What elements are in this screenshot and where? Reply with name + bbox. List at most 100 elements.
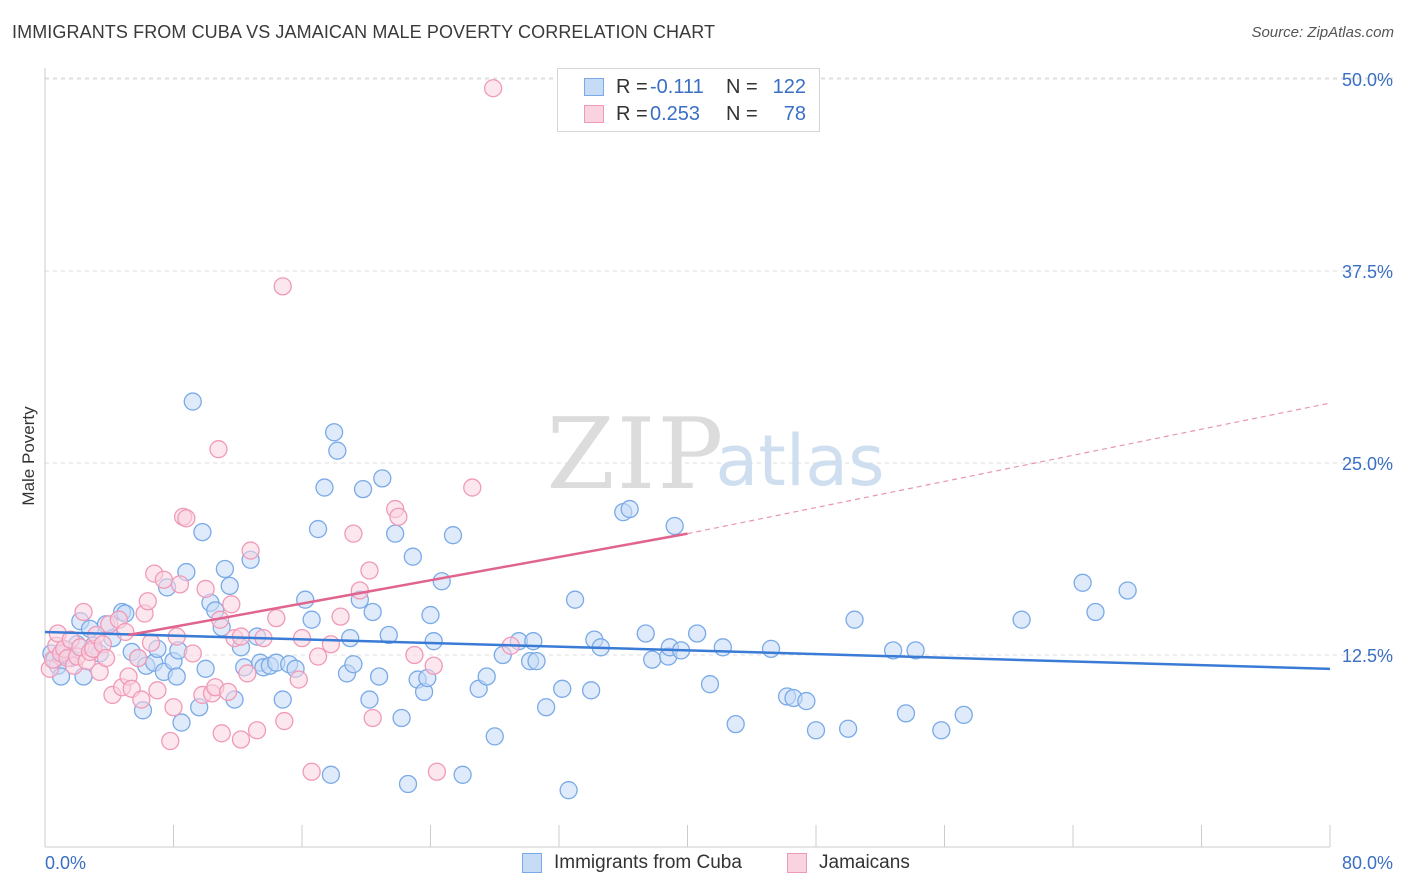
trend-line-jamaicans-extension (687, 402, 1331, 535)
legend-swatch-cuba (584, 78, 604, 96)
data-point-cuba (806, 721, 826, 740)
y-tick-label: 37.5% (1342, 262, 1393, 282)
y-tick-label: 50.0% (1342, 70, 1393, 90)
x-tick-label: 80.0% (1342, 853, 1393, 873)
data-point-jamaicans (350, 581, 369, 600)
bottom-legend-label-cuba: Immigrants from Cuba (554, 852, 742, 873)
data-point-cuba (1086, 602, 1105, 622)
data-point-cuba (1012, 610, 1031, 629)
legend-n-label: N = (726, 75, 758, 98)
data-point-cuba (302, 610, 321, 629)
data-point-jamaicans (483, 79, 503, 98)
data-point-jamaicans (129, 648, 148, 668)
data-point-cuba (315, 478, 334, 497)
data-point-cuba (537, 698, 556, 717)
data-point-cuba (196, 659, 215, 678)
data-point-cuba (643, 650, 662, 669)
data-point-cuba (421, 605, 440, 625)
x-tick-label: 0.0% (45, 853, 86, 873)
data-point-cuba (193, 522, 212, 542)
data-point-cuba (485, 727, 504, 746)
data-point-jamaicans (170, 575, 190, 594)
data-point-cuba (403, 547, 422, 566)
data-point-cuba (373, 469, 392, 488)
bottom-legend-jamaicans: Jamaicans (787, 852, 910, 874)
data-point-cuba (761, 639, 781, 659)
data-point-jamaicans (209, 440, 228, 459)
data-point-jamaicans (238, 664, 257, 683)
data-point-jamaicans (132, 690, 151, 709)
data-point-jamaicans (247, 721, 267, 740)
data-point-cuba (453, 765, 472, 784)
data-point-cuba (477, 667, 496, 686)
data-point-cuba (883, 641, 903, 660)
data-point-jamaicans (289, 670, 308, 689)
series-jamaicans (40, 79, 520, 781)
legend-r-label: R = (616, 75, 648, 98)
data-point-cuba (167, 667, 186, 686)
data-point-jamaicans (273, 277, 292, 296)
data-point-jamaicans (424, 656, 443, 675)
data-point-jamaicans (196, 579, 215, 599)
legend-row-cuba: R = -0.111 N = 122 (584, 75, 806, 99)
data-point-cuba (665, 516, 684, 536)
data-point-cuba (273, 690, 292, 709)
data-point-cuba (172, 713, 191, 732)
data-point-cuba (565, 590, 585, 609)
data-point-cuba (553, 679, 572, 698)
data-point-cuba (838, 719, 858, 738)
data-point-jamaicans (389, 507, 408, 526)
data-point-cuba (296, 590, 315, 609)
data-point-cuba (687, 624, 707, 643)
watermark-zip: ZIP (547, 398, 726, 512)
data-point-jamaicans (241, 541, 260, 560)
data-point-cuba (321, 765, 341, 784)
legend-r-label: R = (616, 102, 648, 125)
data-point-jamaicans (212, 724, 231, 743)
data-point-cuba (344, 655, 363, 674)
data-point-jamaicans (331, 607, 350, 626)
source-label: Source: ZipAtlas.com (1251, 24, 1394, 41)
axes (44, 68, 1331, 848)
watermark: ZIP atlas (547, 398, 885, 512)
legend-r-value: 0.253 (650, 102, 701, 125)
data-point-cuba (1073, 573, 1092, 592)
data-point-jamaicans (275, 711, 294, 731)
data-point-cuba (386, 524, 405, 543)
data-point-jamaicans (218, 682, 238, 702)
data-point-cuba (932, 721, 951, 740)
data-point-jamaicans (344, 524, 363, 543)
bottom-legend-label-jamaicans: Jamaicans (819, 852, 910, 873)
tick-labels: 12.5% 25.0% 37.5% 50.0% 0.0% 80.0% (45, 70, 1393, 873)
data-point-jamaicans (141, 633, 161, 652)
data-point-jamaicans (405, 645, 424, 665)
data-point-cuba (363, 602, 382, 622)
data-point-jamaicans (360, 561, 379, 580)
legend-swatch-jamaicans (584, 105, 604, 123)
bottom-legend-cuba: Immigrants from Cuba (522, 852, 742, 874)
data-point-cuba (183, 392, 202, 411)
trend-lines (44, 402, 1331, 671)
legend-r-value: -0.111 (650, 75, 704, 98)
data-point-cuba (392, 708, 411, 728)
data-point-cuba (845, 610, 864, 629)
legend-box: R = -0.111 N = 122 R = 0.253 N = 78 (557, 68, 820, 132)
y-axis-label: Male Poverty (19, 406, 38, 506)
trend-line-jamaicans (128, 532, 688, 637)
data-point-cuba (369, 667, 389, 686)
data-point-cuba (353, 479, 373, 499)
data-point-cuba (581, 681, 601, 700)
data-point-jamaicans (177, 509, 196, 528)
data-point-jamaicans (183, 644, 202, 663)
data-point-cuba (308, 519, 328, 539)
data-point-jamaicans (267, 608, 286, 628)
data-point-cuba (432, 572, 451, 591)
data-point-cuba (896, 704, 916, 723)
data-point-cuba (713, 638, 732, 657)
legend-n-label: N = (726, 102, 758, 125)
data-point-cuba (726, 714, 745, 734)
data-point-jamaicans (96, 648, 116, 668)
data-point-cuba (906, 641, 925, 660)
data-point-cuba (424, 632, 443, 651)
